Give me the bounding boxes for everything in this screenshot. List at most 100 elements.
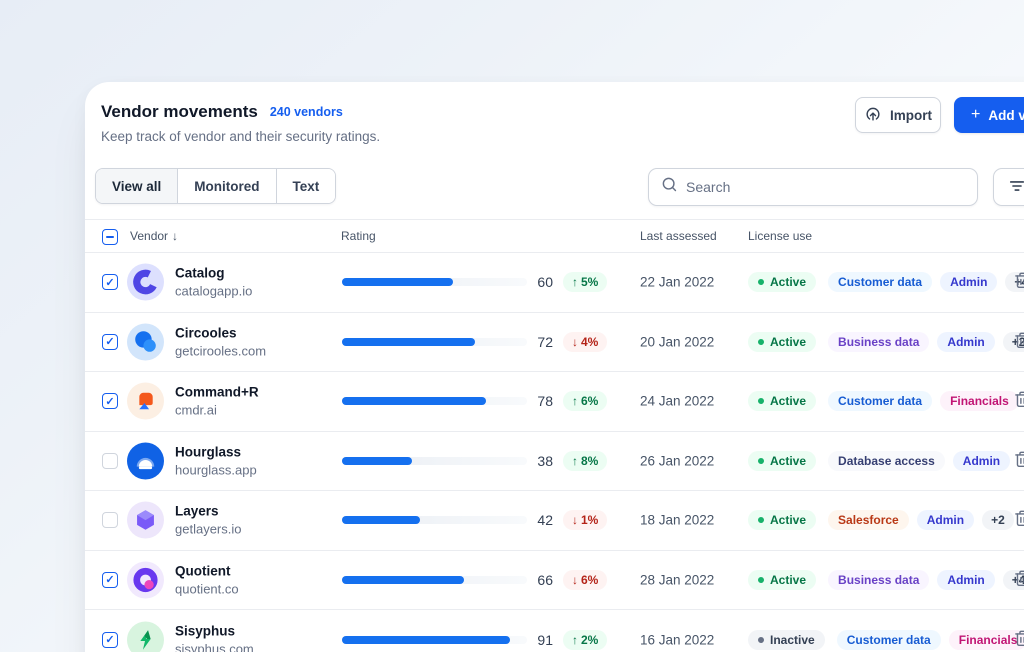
trend-arrow-icon: ↑ <box>572 453 578 468</box>
delete-row-button[interactable] <box>1010 270 1024 294</box>
rating-bar-fill <box>342 635 511 644</box>
add-vendor-button[interactable]: + Add vendor <box>954 97 1024 133</box>
status-badge: Active <box>748 331 817 352</box>
rating-bar <box>342 635 527 644</box>
table-row: Circooles getcirooles.com 72 ↓ 4% 20 Jan… <box>85 313 1024 372</box>
last-assessed-date: 28 Jan 2022 <box>640 572 715 588</box>
rating-bar <box>342 278 527 287</box>
vendor-logo <box>127 382 164 420</box>
delete-row-button[interactable] <box>1010 508 1024 532</box>
license-cell: Active Salesforce Admin +2 <box>748 510 1014 531</box>
delete-row-button[interactable] <box>1010 628 1024 652</box>
search-box <box>648 168 978 206</box>
column-header-rating: Rating <box>341 229 376 243</box>
license-tags: Business data Admin +2 <box>828 331 1024 352</box>
vendor-name: Sisyphus <box>175 623 236 639</box>
vendor-name: Hourglass <box>175 444 242 460</box>
license-cell: Active Customer data Financials <box>748 391 1019 412</box>
license-tag: Admin <box>916 510 975 531</box>
last-assessed-date: 20 Jan 2022 <box>640 334 715 350</box>
status-dot-icon <box>758 279 764 286</box>
rating-change-badge: ↓ 1% <box>563 510 608 531</box>
vendor-domain: sisyphus.com <box>175 641 254 652</box>
rating-change-value: 8% <box>581 453 599 468</box>
trend-arrow-icon: ↑ <box>572 394 578 409</box>
toolbar: View all Monitored Text <box>85 168 1024 206</box>
status-dot-icon <box>758 636 764 643</box>
rating-value: 91 <box>537 631 553 648</box>
table-row: Catalog catalogapp.io 60 ↑ 5% 22 Jan 202… <box>85 253 1024 313</box>
trend-arrow-icon: ↓ <box>572 513 578 528</box>
license-tag: Admin <box>937 331 995 352</box>
rating-value: 66 <box>537 571 553 588</box>
column-header-license-use: License use <box>748 229 813 243</box>
vendor-count-badge: 240 vendors <box>269 105 343 119</box>
license-tag: Database access <box>828 450 945 471</box>
vendor-name: Quotient <box>175 563 231 579</box>
search-input[interactable] <box>686 179 965 195</box>
vendor-logo <box>127 442 164 480</box>
rating-change-badge: ↑ 2% <box>563 629 608 650</box>
vendor-name: Layers <box>175 503 219 519</box>
rating-change-value: 5% <box>581 275 599 290</box>
rating-bar <box>342 575 527 584</box>
status-label: Active <box>770 275 807 290</box>
status-label: Active <box>770 334 807 349</box>
row-checkbox[interactable] <box>102 274 118 291</box>
license-tag: Admin <box>940 272 998 293</box>
row-checkbox[interactable] <box>102 571 118 588</box>
add-vendor-button-label: Add vendor <box>988 107 1024 123</box>
tab-view-all[interactable]: View all <box>96 169 179 203</box>
import-button[interactable]: Import <box>855 97 941 133</box>
column-header-vendor[interactable]: Vendor ↓ <box>130 229 179 243</box>
trend-arrow-icon: ↓ <box>572 334 578 349</box>
row-checkbox[interactable] <box>102 452 118 469</box>
table-body: Catalog catalogapp.io 60 ↑ 5% 22 Jan 202… <box>85 253 1024 652</box>
tab-text[interactable]: Text <box>276 169 336 203</box>
delete-row-button[interactable] <box>1010 389 1024 413</box>
last-assessed-date: 26 Jan 2022 <box>640 453 715 469</box>
row-checkbox[interactable] <box>102 393 118 410</box>
license-tag: +2 <box>982 510 1014 531</box>
select-all-checkbox[interactable] <box>102 229 118 245</box>
rating-bar-fill <box>342 516 420 525</box>
vendor-logo <box>127 501 164 539</box>
status-label: Active <box>770 513 807 528</box>
status-dot-icon <box>758 398 764 405</box>
status-dot-icon <box>758 338 764 345</box>
rating-change-value: 2% <box>581 632 599 647</box>
status-badge: Active <box>748 569 817 590</box>
license-tag: Customer data <box>828 391 933 412</box>
vendor-logo <box>127 323 164 361</box>
vendor-name: Circooles <box>175 325 237 341</box>
delete-row-button[interactable] <box>1010 330 1024 354</box>
row-checkbox[interactable] <box>102 512 118 529</box>
delete-row-button[interactable] <box>1010 449 1024 473</box>
rating-bar-fill <box>342 575 465 584</box>
tab-monitored[interactable]: Monitored <box>178 169 277 203</box>
vendor-domain: hourglass.app <box>175 462 257 478</box>
status-label: Active <box>770 572 807 587</box>
trash-icon <box>1013 331 1024 353</box>
row-checkbox[interactable] <box>102 631 118 648</box>
table-row: Hourglass hourglass.app 38 ↑ 8% 26 Jan 2… <box>85 432 1024 491</box>
row-checkbox[interactable] <box>102 333 118 350</box>
delete-row-button[interactable] <box>1010 568 1024 592</box>
status-dot-icon <box>758 517 764 524</box>
vendor-name: Command+R <box>175 384 259 400</box>
license-cell: Active Business data Admin +4 <box>748 569 1024 590</box>
license-tags: Database access Admin <box>828 450 1011 471</box>
rating-bar <box>342 397 527 406</box>
vendor-domain: getcirooles.com <box>175 343 267 359</box>
status-label: Inactive <box>770 632 815 647</box>
vendor-logo <box>127 263 164 301</box>
vendor-domain: cmdr.ai <box>175 402 217 418</box>
status-label: Active <box>770 394 807 409</box>
rating-change-badge: ↑ 8% <box>563 450 608 471</box>
filter-button[interactable] <box>993 168 1024 206</box>
rating-change-value: 6% <box>581 572 599 587</box>
rating-bar-fill <box>342 337 476 346</box>
rating-change-badge: ↓ 6% <box>563 569 608 590</box>
license-tag: Admin <box>937 569 995 590</box>
